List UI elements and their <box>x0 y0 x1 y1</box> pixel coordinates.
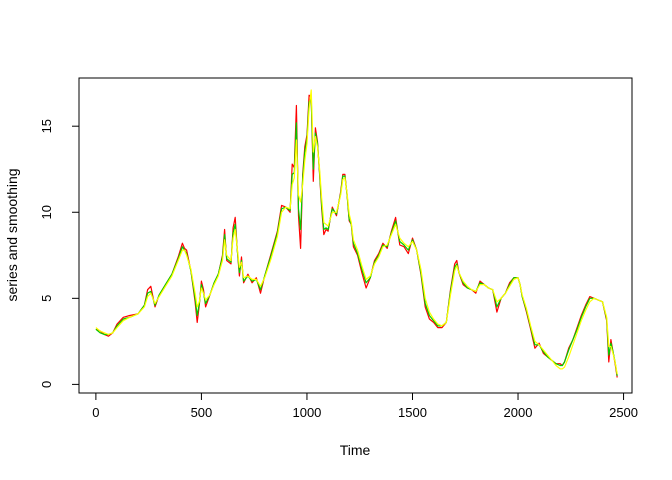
x-tick-label: 500 <box>191 405 213 420</box>
x-tick-label: 1500 <box>398 405 427 420</box>
y-tick-label: 10 <box>39 205 54 219</box>
y-axis: 0 5 10 15 <box>39 119 80 388</box>
x-tick-label: 0 <box>92 405 99 420</box>
x-axis: 0 500 1000 1500 2000 2500 <box>92 392 638 420</box>
x-tick-label: 2000 <box>504 405 533 420</box>
y-tick-label: 5 <box>39 295 54 302</box>
series-layer <box>95 89 618 378</box>
x-tick-label: 2500 <box>609 405 638 420</box>
series-line-3 <box>95 89 618 375</box>
y-tick-label: 15 <box>39 119 54 133</box>
x-tick-label: 1000 <box>292 405 321 420</box>
y-axis-label: series and smoothing <box>4 168 20 301</box>
x-axis-label: Time <box>340 442 371 458</box>
y-tick-label: 0 <box>39 381 54 388</box>
